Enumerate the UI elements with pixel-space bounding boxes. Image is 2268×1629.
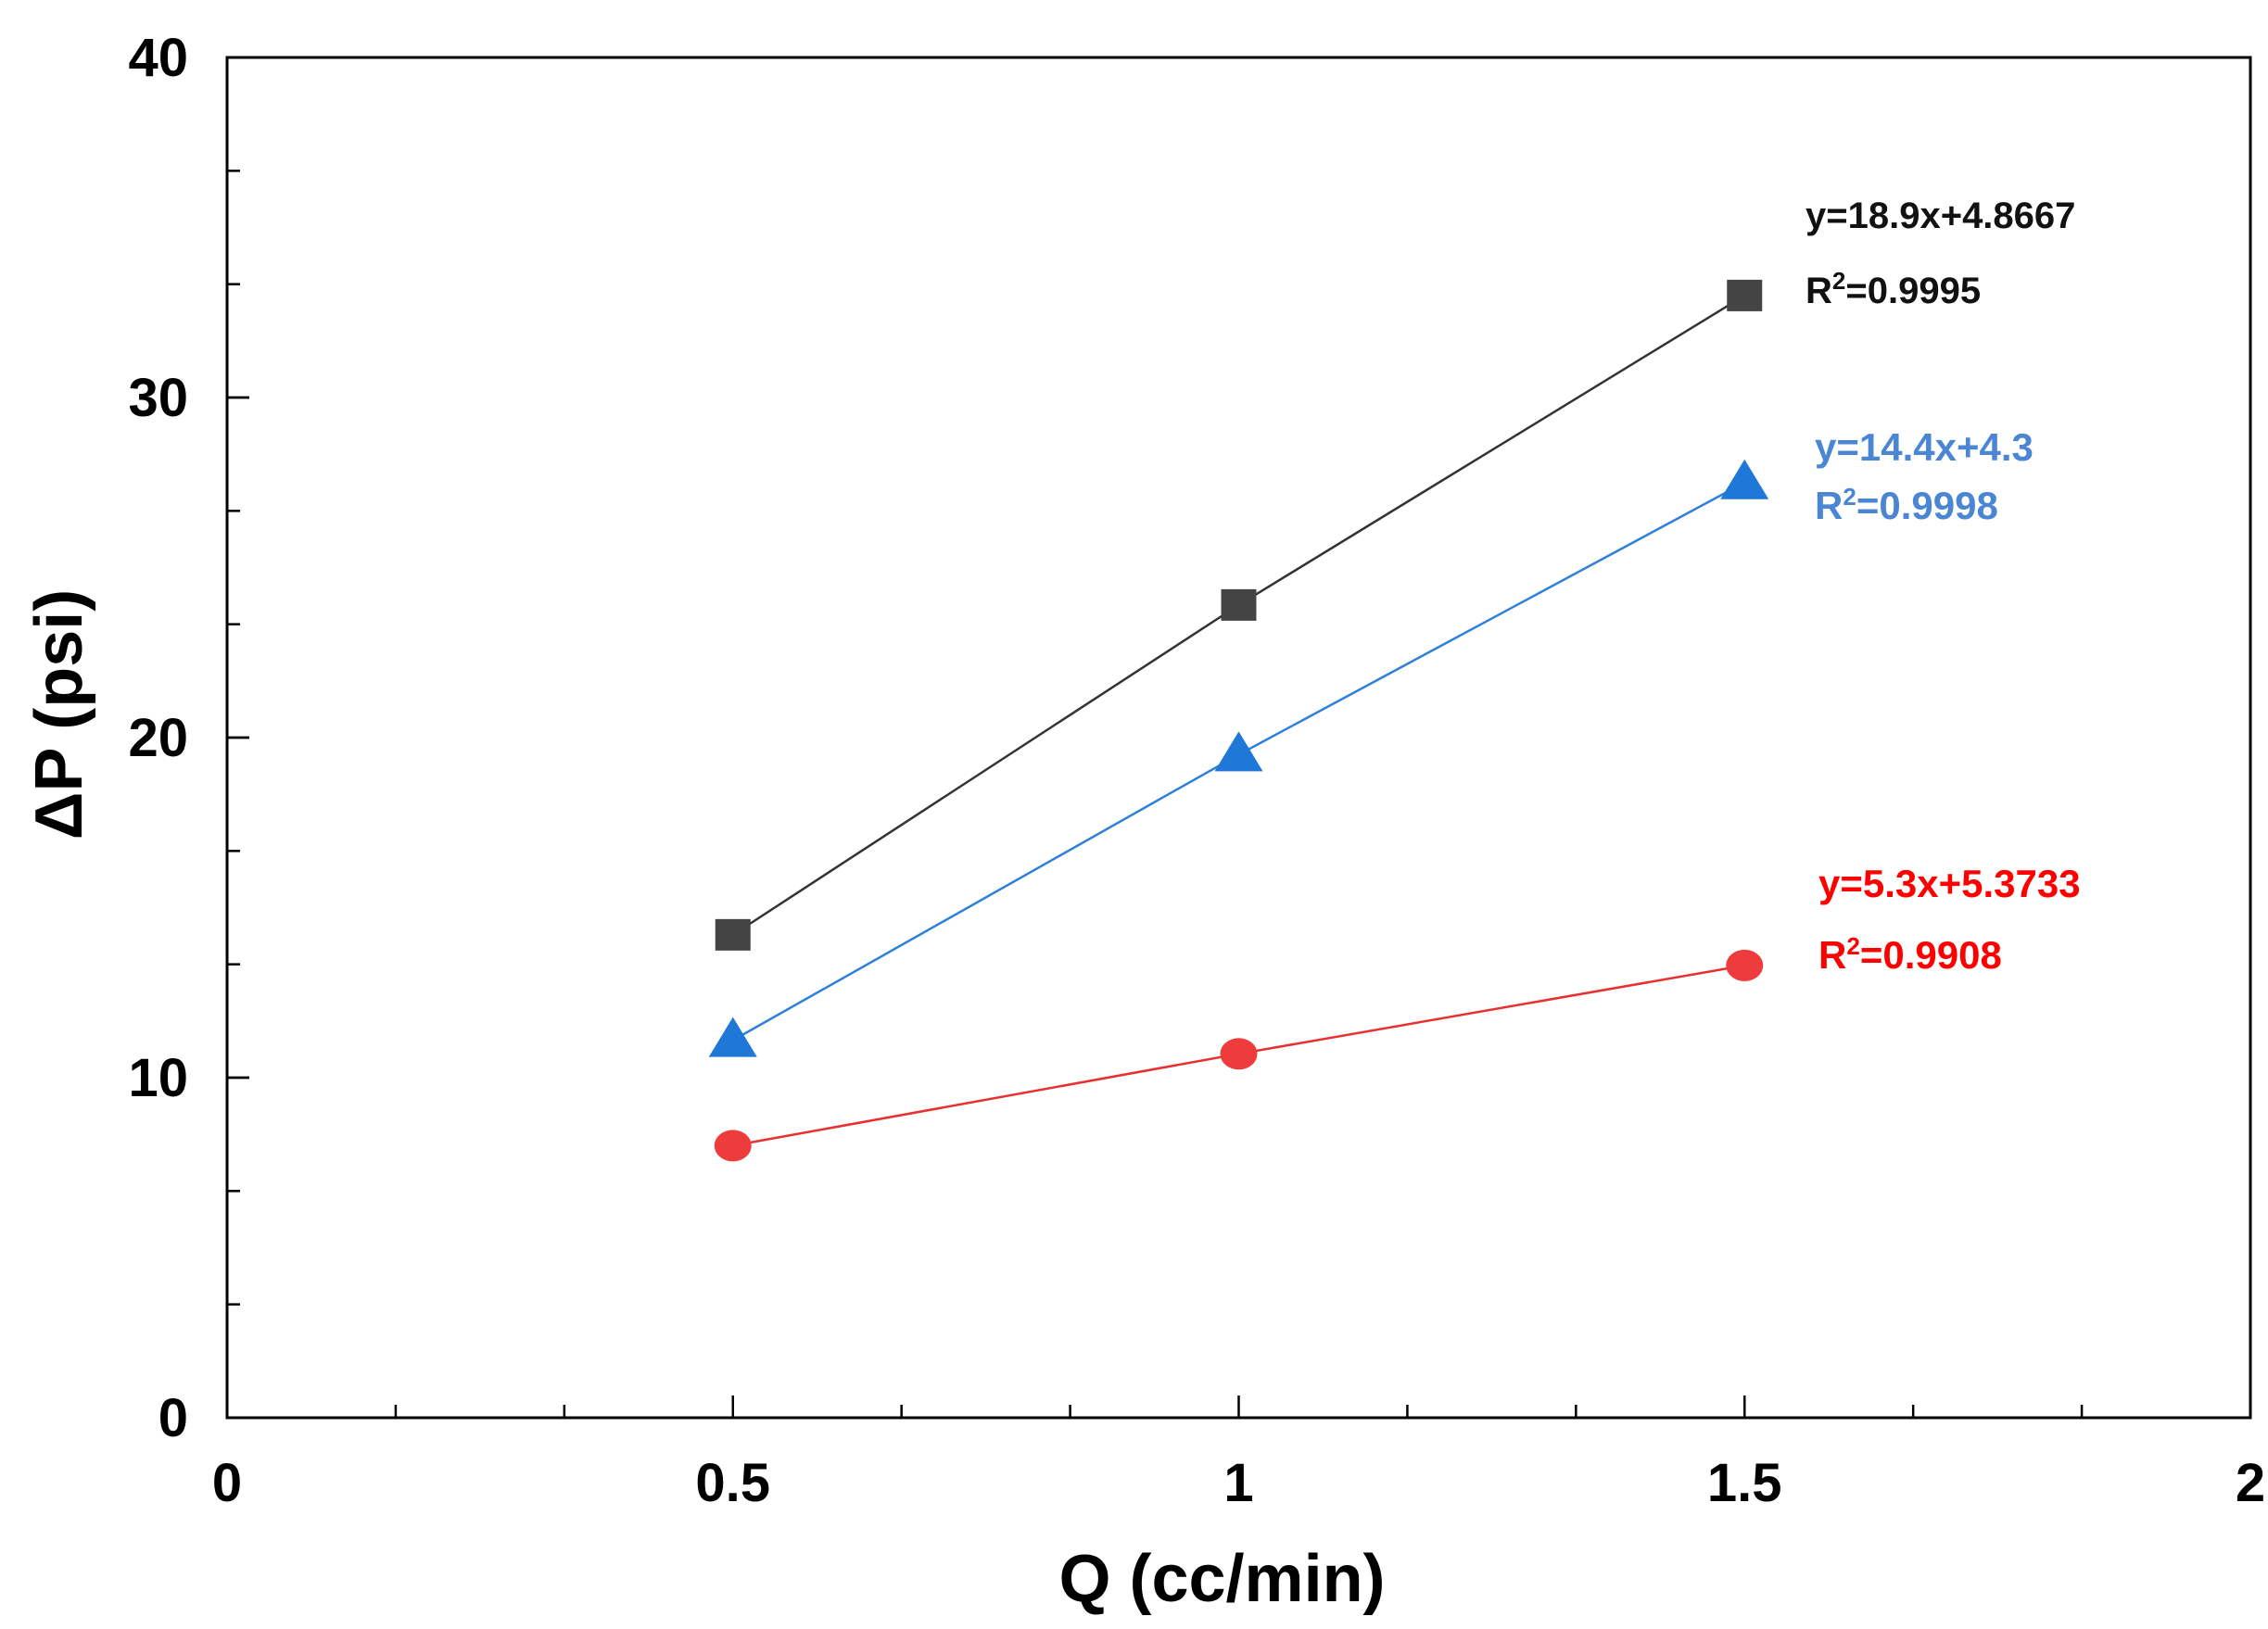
series-black-square (715, 279, 1763, 951)
x-tick-label: 2 (2236, 1453, 2265, 1513)
trendline-equation: y=5.3x+5.3733 (1818, 862, 2081, 905)
x-axis-title: Q (cc/min) (1058, 1542, 1385, 1616)
y-tick-label: 0 (158, 1388, 188, 1448)
y-tick-label: 10 (128, 1048, 188, 1108)
x-tick-label: 0.5 (695, 1453, 770, 1513)
data-point-square (715, 918, 751, 951)
series-blue-triangle (708, 459, 1769, 1057)
data-point-square (1221, 588, 1257, 621)
y-tick-label: 20 (128, 708, 188, 768)
data-point-triangle (708, 1017, 757, 1057)
x-tick-label: 1.5 (1707, 1453, 1782, 1513)
trendline-equation: y=14.4x+4.3 (1815, 425, 2034, 469)
data-point-triangle (1720, 459, 1769, 499)
data-point-square (1727, 279, 1763, 311)
data-point-circle (714, 1130, 752, 1162)
y-tick-label: 30 (128, 368, 188, 428)
trendline-equation: y=18.9x+4.8667 (1806, 196, 2075, 236)
series-red-circle (714, 949, 1764, 1162)
r-squared-value: R2=0.9908 (1818, 932, 2002, 977)
data-point-circle (1220, 1038, 1258, 1070)
y-tick-label: 40 (128, 28, 188, 88)
data-point-triangle (1214, 731, 1263, 772)
x-tick-label: 1 (1223, 1453, 1253, 1513)
r-squared-value: R2=0.9998 (1815, 483, 1998, 527)
r-squared-value: R2=0.9995 (1806, 267, 1981, 311)
x-tick-label: 0 (212, 1453, 242, 1513)
y-axis-title: ΔP (psi) (22, 589, 96, 840)
data-point-circle (1726, 949, 1764, 981)
